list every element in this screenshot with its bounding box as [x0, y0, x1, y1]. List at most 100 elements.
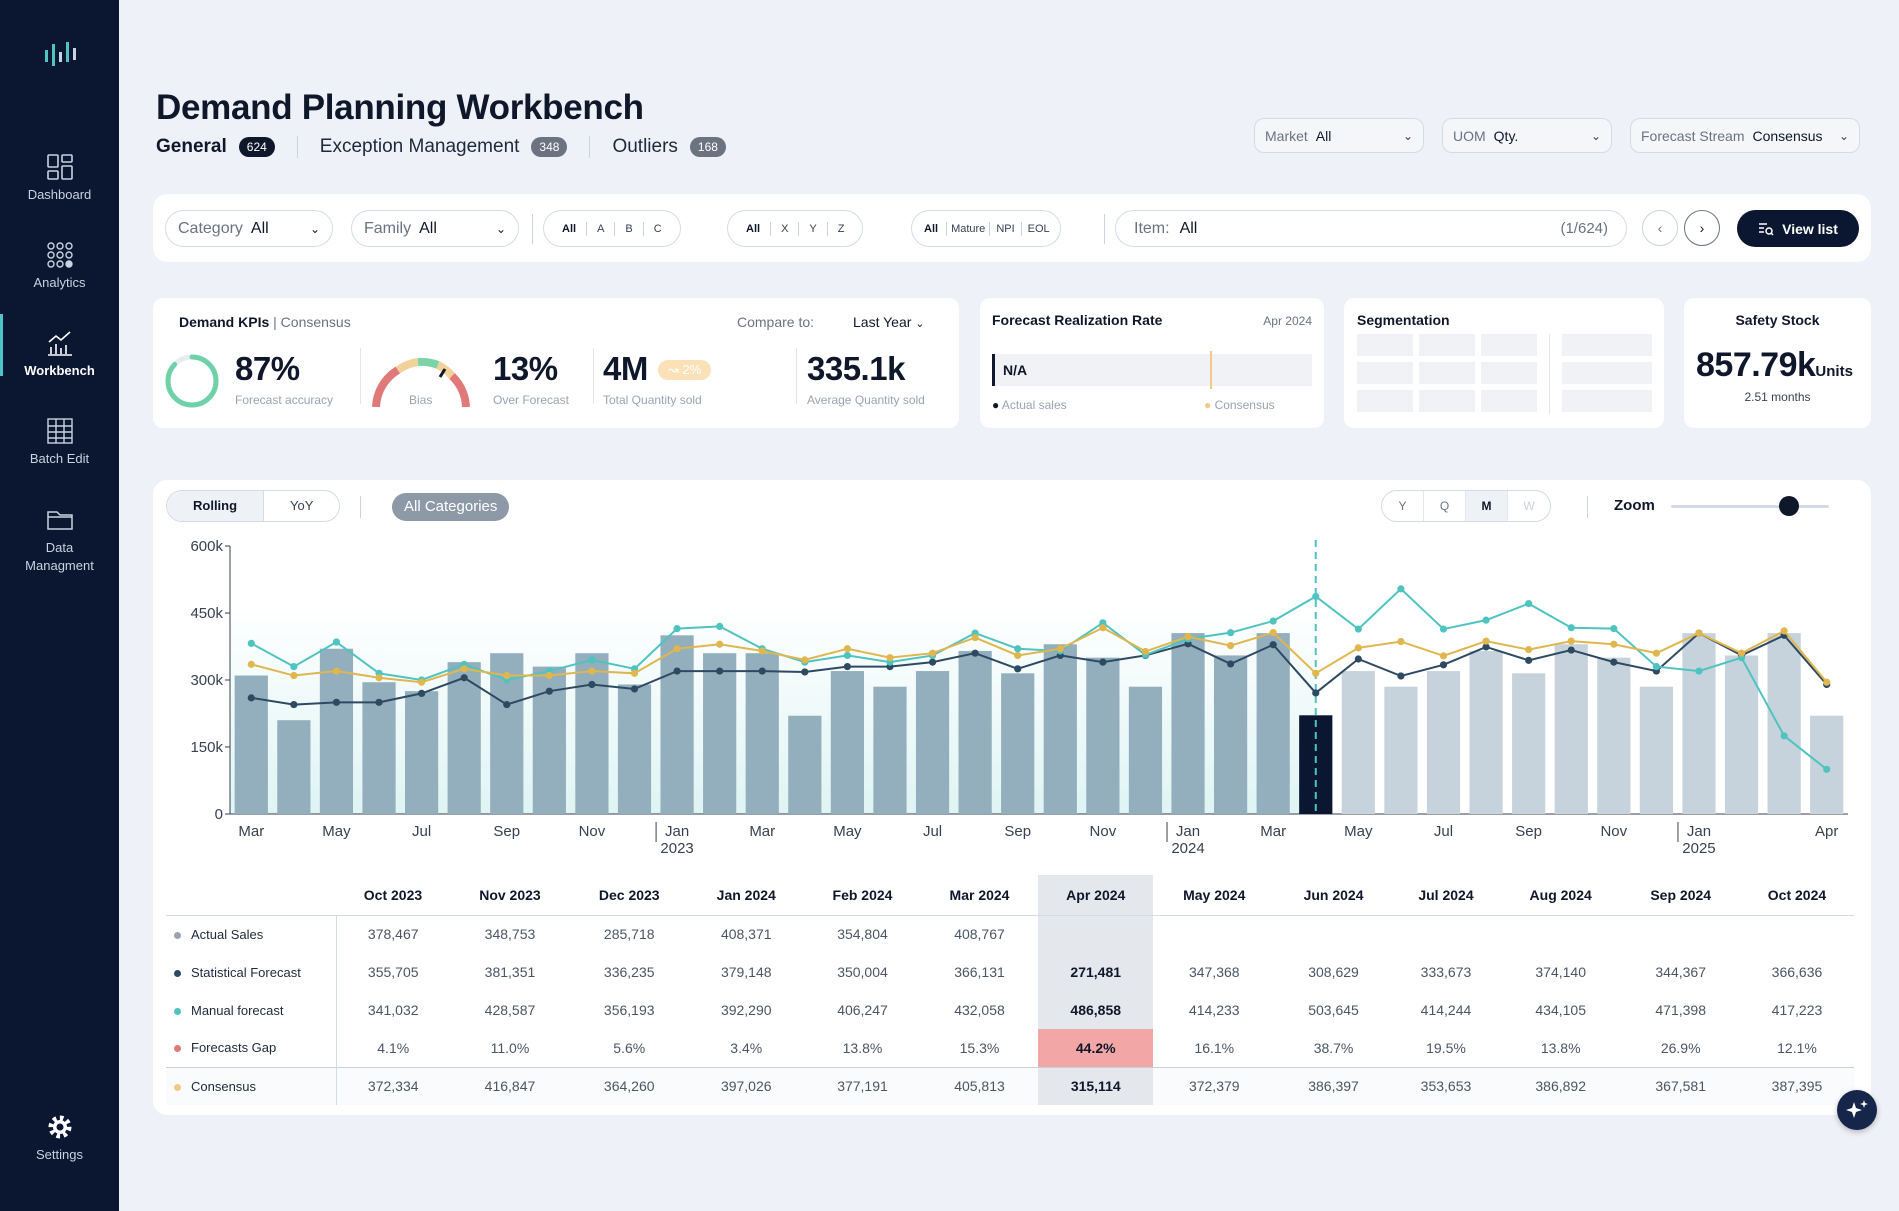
column-header[interactable]: May 2024 [1153, 875, 1276, 916]
tab-exception-management[interactable]: Exception Management 348 [320, 136, 591, 158]
table-cell[interactable]: 3.4% [730, 1039, 763, 1056]
table-cell[interactable]: 406,247 [837, 1002, 888, 1018]
lifecycle-option[interactable]: EOL [1027, 222, 1050, 235]
table-cell[interactable]: 333,673 [1420, 964, 1472, 980]
lifecycle-option[interactable]: Mature [947, 221, 991, 236]
table-cell[interactable] [1275, 915, 1392, 953]
table-cell[interactable]: 434,105 [1535, 1002, 1586, 1018]
table-cell[interactable]: 5.6% [613, 1039, 646, 1056]
view-list-button[interactable]: View list [1737, 210, 1859, 247]
table-cell[interactable]: 350,004 [837, 964, 888, 980]
table-cell[interactable]: 397,026 [688, 1066, 804, 1105]
table-cell[interactable]: 471,398 [1655, 1002, 1706, 1018]
table-cell[interactable]: 341,032 [367, 1002, 419, 1018]
table-cell[interactable]: 4.1% [377, 1039, 410, 1056]
app-logo-icon[interactable] [40, 38, 80, 70]
table-cell[interactable]: 416,847 [449, 1066, 570, 1105]
nav-analytics[interactable]: Analytics [0, 240, 119, 290]
table-cell[interactable]: 417,223 [1771, 1002, 1823, 1018]
table-cell[interactable]: 366,636 [1771, 964, 1823, 980]
prev-item-button[interactable]: ‹ [1642, 210, 1678, 246]
table-cell[interactable]: 285,718 [603, 926, 655, 943]
mode-yoy[interactable]: YoY [290, 498, 314, 513]
table-cell[interactable]: 414,244 [1420, 1002, 1472, 1018]
xyz-option[interactable]: Z [837, 222, 845, 235]
table-cell[interactable]: 38.7% [1313, 1039, 1354, 1056]
abc-option[interactable]: C [653, 222, 662, 235]
table-cell[interactable]: 432,058 [954, 1002, 1005, 1018]
table-cell[interactable]: 13.8% [842, 1039, 883, 1056]
table-cell[interactable]: 503,645 [1308, 1002, 1359, 1018]
compare-dropdown[interactable]: Last Year ⌄ [853, 314, 925, 330]
table-cell[interactable]: 364,260 [569, 1066, 689, 1105]
next-item-button[interactable]: › [1684, 210, 1720, 246]
table-cell[interactable]: 386,397 [1275, 1066, 1393, 1105]
nav-settings[interactable]: Settings [0, 1112, 119, 1162]
table-cell[interactable]: 378,467 [367, 926, 419, 943]
column-header[interactable]: Jan 2024 [688, 875, 804, 916]
table-cell[interactable]: 379,148 [720, 964, 772, 980]
lifecycle-option[interactable]: NPI [990, 221, 1022, 236]
tab-general[interactable]: General 624 [156, 136, 298, 158]
ai-assistant-button[interactable] [1837, 1090, 1877, 1130]
table-cell[interactable]: 372,379 [1153, 1066, 1276, 1105]
column-header[interactable]: Feb 2024 [804, 875, 921, 916]
xyz-option[interactable]: All [736, 221, 772, 236]
table-cell[interactable]: 405,813 [921, 1066, 1038, 1105]
column-header[interactable]: Sep 2024 [1621, 875, 1740, 916]
table-cell[interactable] [1392, 915, 1500, 953]
column-header[interactable]: Oct 2024 [1739, 875, 1854, 916]
table-cell[interactable]: 353,653 [1392, 1066, 1500, 1105]
abc-option[interactable]: B [615, 221, 644, 236]
lifecycle-option[interactable]: All [916, 221, 948, 236]
column-header[interactable]: Mar 2024 [921, 875, 1038, 916]
nav-dashboard[interactable]: Dashboard [0, 152, 119, 202]
forecast-stream-dropdown[interactable]: Forecast Stream Consensus ⌄ [1630, 118, 1860, 153]
table-cell[interactable]: 387,395 [1739, 1066, 1854, 1105]
table-cell[interactable]: 12.1% [1777, 1039, 1817, 1056]
xyz-option[interactable]: X [771, 221, 800, 236]
category-filter[interactable]: Category All ⌄ [165, 210, 333, 247]
xyz-option[interactable]: Y [799, 221, 828, 236]
table-cell[interactable]: 372,334 [336, 1066, 450, 1105]
column-header[interactable]: Oct 2023 [336, 875, 450, 916]
granularity-option[interactable]: Y [1382, 491, 1424, 521]
nav-batch-edit[interactable]: Batch Edit [0, 416, 119, 466]
table-cell[interactable]: 356,193 [603, 1002, 655, 1018]
table-cell[interactable]: 428,587 [484, 1002, 536, 1018]
table-cell[interactable]: 367,581 [1621, 1066, 1740, 1105]
table-cell[interactable]: 414,233 [1188, 1002, 1240, 1018]
table-cell[interactable]: 348,753 [484, 926, 536, 943]
table-cell[interactable]: 408,767 [954, 926, 1005, 943]
table-cell[interactable]: 377,191 [804, 1066, 921, 1105]
family-filter[interactable]: Family All ⌄ [351, 210, 519, 247]
mode-rolling[interactable]: Rolling [167, 491, 265, 521]
table-cell[interactable] [1500, 915, 1622, 953]
table-cell[interactable]: 308,629 [1308, 964, 1359, 980]
tab-outliers[interactable]: Outliers 168 [612, 136, 748, 158]
table-cell[interactable]: 44.2% [1038, 1029, 1154, 1067]
table-cell[interactable]: 11.0% [490, 1039, 530, 1056]
table-cell[interactable]: 392,290 [720, 1002, 772, 1018]
table-cell[interactable]: 355,705 [367, 964, 419, 980]
table-cell[interactable]: 381,351 [484, 964, 536, 980]
uom-dropdown[interactable]: UOM Qty. ⌄ [1442, 118, 1612, 153]
category-chip[interactable]: All Categories [392, 493, 510, 521]
table-cell[interactable]: 366,131 [954, 964, 1005, 980]
table-cell[interactable]: 486,858 [1038, 991, 1154, 1029]
abc-option[interactable]: All [552, 221, 588, 236]
zoom-slider-track[interactable] [1671, 505, 1829, 508]
table-cell[interactable]: 347,368 [1188, 964, 1240, 980]
market-dropdown[interactable]: Market All ⌄ [1254, 118, 1424, 153]
table-cell[interactable] [1740, 915, 1854, 953]
table-cell[interactable]: 271,481 [1038, 953, 1154, 991]
item-selector[interactable]: Item: All (1/624) [1115, 210, 1627, 247]
table-cell[interactable]: 19.5% [1426, 1039, 1466, 1056]
granularity-option[interactable]: M [1466, 491, 1508, 521]
granularity-option[interactable]: W [1523, 499, 1535, 513]
table-cell[interactable]: 315,114 [1038, 1066, 1154, 1105]
table-cell[interactable]: 374,140 [1535, 964, 1586, 980]
table-cell[interactable]: 408,371 [720, 926, 772, 943]
nav-data-managment[interactable]: Data Managment [0, 504, 119, 575]
table-cell[interactable]: 354,804 [837, 926, 888, 943]
